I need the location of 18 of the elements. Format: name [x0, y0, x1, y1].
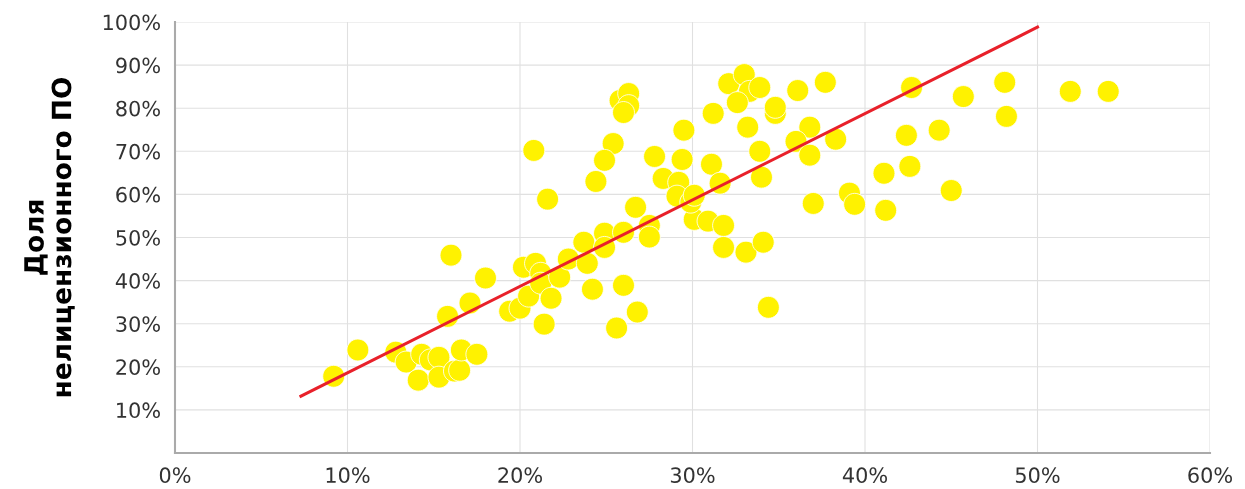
x-tick-label: 40%	[842, 467, 887, 484]
y-tick-label: 50%	[116, 229, 160, 246]
y-tick-label: 20%	[116, 359, 160, 376]
x-tick-label: 50%	[1015, 467, 1060, 484]
x-tick-label: 0%	[159, 467, 191, 484]
y-tick-label: 30%	[116, 316, 160, 332]
y-axis-title: Доля нелицензионного ПО	[24, 77, 75, 397]
x-tick-label: 60%	[1188, 467, 1232, 484]
x-tick-label: 30%	[670, 467, 715, 484]
y-tick-label: 10%	[117, 402, 160, 419]
y-tick-label: 100%	[103, 14, 160, 31]
y-tick-label: 60%	[116, 186, 160, 203]
y-tick-label: 40%	[115, 273, 160, 289]
x-tick-label: 20%	[498, 467, 542, 484]
y-tick-label: 80%	[116, 100, 160, 117]
y-tick-label: 90%	[116, 57, 160, 74]
x-tick-label: 10%	[326, 467, 370, 484]
y-tick-label: 70%	[116, 143, 160, 160]
